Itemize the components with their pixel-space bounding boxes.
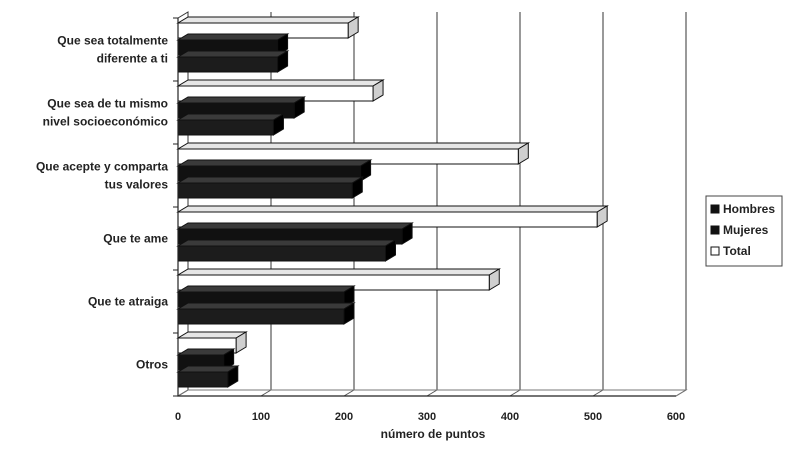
x-tick-label: 0 <box>175 411 181 423</box>
floor-tick <box>592 389 604 397</box>
floor-tick <box>426 389 438 397</box>
category-label: Que acepte y comparta tus valores <box>36 160 168 192</box>
category-label: Que te atraiga <box>88 295 168 309</box>
bar-mujeres <box>176 302 356 325</box>
bar-top-face <box>176 285 356 293</box>
x-tick-labels: 0 100 200 300 400 500 600 <box>175 411 685 423</box>
bar-top-face <box>176 16 360 24</box>
legend-label: Hombres <box>723 202 775 216</box>
bar-top-face <box>176 222 414 230</box>
legend-swatch <box>710 204 720 214</box>
bar-top-face <box>176 113 286 121</box>
floor-tick <box>509 389 521 397</box>
bar-top-face <box>176 142 531 150</box>
floor-tick <box>343 389 355 397</box>
bar-top-face <box>176 33 290 41</box>
bar-front-face <box>177 119 274 136</box>
bar-top-face <box>176 239 398 247</box>
bar-top-face <box>176 79 385 87</box>
bar-mujeres <box>176 50 290 73</box>
chart-floor <box>176 389 688 397</box>
bar-mujeres <box>176 239 398 262</box>
bar-front-face <box>177 56 279 73</box>
grid <box>177 11 687 397</box>
bar-mujeres <box>176 113 286 136</box>
x-tick-label: 100 <box>252 411 270 423</box>
x-tick-label: 200 <box>335 411 353 423</box>
x-tick-label: 500 <box>584 411 602 423</box>
legend: Hombres Mujeres Total <box>705 195 783 267</box>
category-label: Que sea de tu mismo nivel socioeconómico <box>43 97 168 129</box>
bar-top-face <box>176 176 365 184</box>
bar-top-face <box>176 205 609 213</box>
floor-tick <box>260 389 272 397</box>
bar-front-face <box>177 371 229 388</box>
bar-top-face <box>176 159 373 167</box>
bar-top-face <box>176 331 248 339</box>
x-axis-title: número de puntos <box>381 427 486 441</box>
bar-front-face <box>177 182 353 199</box>
x-tick-label: 300 <box>418 411 436 423</box>
bar-top-face <box>176 302 356 310</box>
category-labels: Que sea totalmente diferente a ti Que sea … <box>36 34 168 372</box>
bar-top-face <box>176 96 307 104</box>
axes <box>173 17 676 397</box>
legend-swatch <box>710 246 720 256</box>
x-tick-label: 400 <box>501 411 519 423</box>
legend-swatch <box>710 225 720 235</box>
legend-label: Mujeres <box>723 223 769 237</box>
bar-front-face <box>177 308 345 325</box>
x-tick-label: 600 <box>667 411 685 423</box>
bar-front-face <box>177 245 386 262</box>
bar-top-face <box>176 50 290 58</box>
legend-label: Total <box>723 244 751 258</box>
category-label: Que sea totalmente diferente a ti <box>57 34 168 66</box>
bar-mujeres <box>176 365 240 388</box>
category-label: Que te ame <box>103 232 168 246</box>
category-label: Otros <box>136 358 168 372</box>
bar-top-face <box>176 268 502 276</box>
bar-mujeres <box>176 176 365 199</box>
bars <box>176 16 609 388</box>
